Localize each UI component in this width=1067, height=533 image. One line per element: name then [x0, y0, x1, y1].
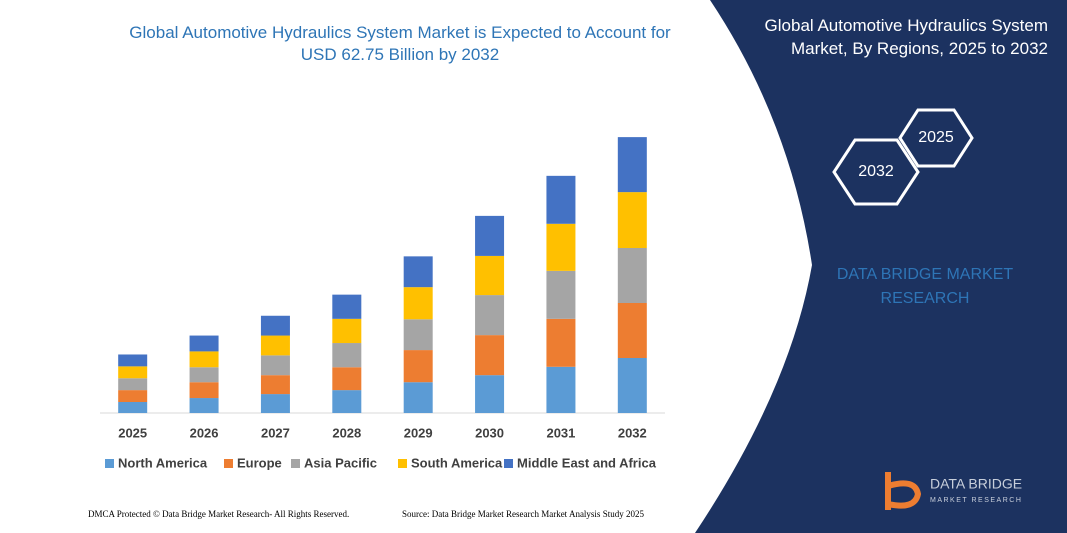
- legend-swatch: [224, 459, 233, 468]
- bar-segment: [118, 354, 148, 367]
- legend-label: Middle East and Africa: [517, 455, 657, 470]
- bar-segment: [403, 382, 433, 413]
- x-tick-label: 2028: [332, 425, 361, 440]
- legend-swatch: [398, 459, 407, 468]
- bar-segment: [189, 351, 219, 368]
- side-panel: [695, 0, 1067, 533]
- bar-segment: [546, 223, 576, 271]
- bar-segment: [403, 319, 433, 351]
- legend-label: Europe: [237, 455, 282, 470]
- bar-segment: [118, 402, 148, 413]
- bar-segment: [617, 358, 647, 413]
- bar-segment: [475, 335, 505, 376]
- bar-segment: [332, 318, 362, 344]
- bar-segment: [260, 355, 290, 376]
- legend-swatch: [504, 459, 513, 468]
- brand: DATA BRIDGE MARKET RESEARCH: [836, 266, 1014, 307]
- panel-title: Global Automotive Hydraulics System Mark…: [764, 16, 1048, 58]
- bar-segment: [475, 215, 505, 256]
- bar-segment: [617, 248, 647, 303]
- bar-segment: [260, 315, 290, 336]
- bar-segment: [546, 366, 576, 413]
- x-tick-label: 2030: [475, 425, 504, 440]
- logo-sub: MARKET RESEARCH: [930, 497, 1022, 504]
- x-tick-label: 2027: [261, 425, 290, 440]
- bar-segment: [546, 175, 576, 224]
- legend-swatch: [291, 459, 300, 468]
- footer-left: DMCA Protected © Data Bridge Market Rese…: [88, 509, 350, 519]
- bar-segment: [475, 295, 505, 336]
- bar-segment: [475, 375, 505, 413]
- bar-segment: [118, 366, 148, 379]
- footer-right: Source: Data Bridge Market Research Mark…: [402, 509, 644, 519]
- hexagon: [832, 138, 920, 206]
- logo-icon: [885, 472, 922, 510]
- bar-segment: [332, 367, 362, 391]
- x-tick-label: 2032: [618, 425, 647, 440]
- x-tick-label: 2026: [190, 425, 219, 440]
- bar-segment: [546, 270, 576, 319]
- bar-segment: [332, 390, 362, 413]
- bar-segment: [189, 367, 219, 383]
- legend-swatch: [105, 459, 114, 468]
- bar-segment: [617, 137, 647, 193]
- bar-segment: [189, 382, 219, 399]
- bar-segment: [260, 394, 290, 413]
- bar-segment: [260, 335, 290, 356]
- legend-label: Asia Pacific: [304, 455, 377, 470]
- bar-segment: [403, 287, 433, 320]
- bar-segment: [332, 294, 362, 319]
- hex-label: 2032: [858, 163, 894, 180]
- logo-name: DATA BRIDGE: [930, 476, 1022, 492]
- x-tick-label: 2025: [118, 425, 147, 440]
- bar-segment: [189, 398, 219, 413]
- hex-label: 2025: [918, 129, 954, 146]
- bar-segment: [617, 192, 647, 248]
- bar-segment: [260, 375, 290, 395]
- bar-segment: [546, 318, 576, 367]
- x-tick-label: 2031: [546, 425, 575, 440]
- bar-segment: [403, 256, 433, 288]
- bar-segment: [617, 303, 647, 358]
- legend-label: North America: [118, 455, 208, 470]
- bar-segment: [475, 255, 505, 296]
- bar-segment: [332, 343, 362, 368]
- bar-segment: [189, 335, 219, 352]
- x-tick-label: 2029: [404, 425, 433, 440]
- bar-segment: [118, 390, 148, 402]
- hexagon: [898, 108, 974, 168]
- legend-label: South America: [411, 455, 503, 470]
- bar-segment: [118, 378, 148, 391]
- chart-title: Global Automotive Hydraulics System Mark…: [129, 23, 671, 64]
- bar-segment: [403, 350, 433, 383]
